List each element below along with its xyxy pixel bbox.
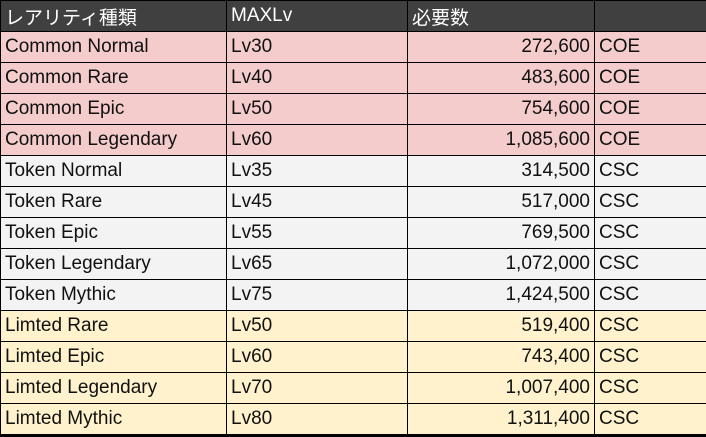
required-amount-cell: 754,600 <box>408 94 594 124</box>
rarity-cell: Common Epic <box>1 94 226 124</box>
rarity-cell: Common Normal <box>1 32 226 62</box>
currency-cell: CSC <box>595 156 706 186</box>
header-currency <box>595 1 706 31</box>
required-amount-cell: 1,424,500 <box>408 280 594 310</box>
rarity-cell: Common Rare <box>1 63 226 93</box>
required-amount-cell: 1,085,600 <box>408 125 594 155</box>
max-level-cell: Lv60 <box>227 125 407 155</box>
rarity-cell: Token Legendary <box>1 249 226 279</box>
currency-cell: CSC <box>595 187 706 217</box>
max-level-cell: Lv30 <box>227 32 407 62</box>
rarity-cell: Token Epic <box>1 218 226 248</box>
required-amount-cell: 483,600 <box>408 63 594 93</box>
currency-cell: COE <box>595 94 706 124</box>
max-level-cell: Lv55 <box>227 218 407 248</box>
max-level-cell: Lv45 <box>227 187 407 217</box>
rarity-cell: Common Legendary <box>1 125 226 155</box>
required-amount-cell: 517,000 <box>408 187 594 217</box>
required-amount-cell: 1,311,400 <box>408 404 594 434</box>
max-level-cell: Lv50 <box>227 94 407 124</box>
max-level-cell: Lv60 <box>227 342 407 372</box>
currency-cell: CSC <box>595 218 706 248</box>
max-level-cell: Lv40 <box>227 63 407 93</box>
rarity-cell: Token Normal <box>1 156 226 186</box>
max-level-cell: Lv75 <box>227 280 407 310</box>
currency-cell: CSC <box>595 373 706 403</box>
currency-cell: CSC <box>595 280 706 310</box>
required-amount-cell: 519,400 <box>408 311 594 341</box>
currency-cell: COE <box>595 32 706 62</box>
max-level-cell: Lv70 <box>227 373 407 403</box>
required-amount-cell: 272,600 <box>408 32 594 62</box>
rarity-cell: Limted Mythic <box>1 404 226 434</box>
max-level-cell: Lv65 <box>227 249 407 279</box>
required-amount-cell: 314,500 <box>408 156 594 186</box>
required-amount-cell: 1,072,000 <box>408 249 594 279</box>
currency-cell: CSC <box>595 311 706 341</box>
rarity-cell: Limted Legendary <box>1 373 226 403</box>
required-amount-cell: 743,400 <box>408 342 594 372</box>
header-rarity-type: レアリティ種類 <box>1 1 226 31</box>
currency-cell: CSC <box>595 404 706 434</box>
currency-cell: CSC <box>595 342 706 372</box>
rarity-cell: Token Mythic <box>1 280 226 310</box>
max-level-cell: Lv50 <box>227 311 407 341</box>
currency-cell: COE <box>595 63 706 93</box>
header-required-amount: 必要数 <box>408 1 594 31</box>
rarity-cell: Token Rare <box>1 187 226 217</box>
required-amount-cell: 769,500 <box>408 218 594 248</box>
currency-cell: COE <box>595 125 706 155</box>
currency-cell: CSC <box>595 249 706 279</box>
header-max-level: MAXLv <box>227 1 407 31</box>
max-level-cell: Lv80 <box>227 404 407 434</box>
rarity-cell: Limted Rare <box>1 311 226 341</box>
required-amount-cell: 1,007,400 <box>408 373 594 403</box>
rarity-cell: Limted Epic <box>1 342 226 372</box>
max-level-cell: Lv35 <box>227 156 407 186</box>
